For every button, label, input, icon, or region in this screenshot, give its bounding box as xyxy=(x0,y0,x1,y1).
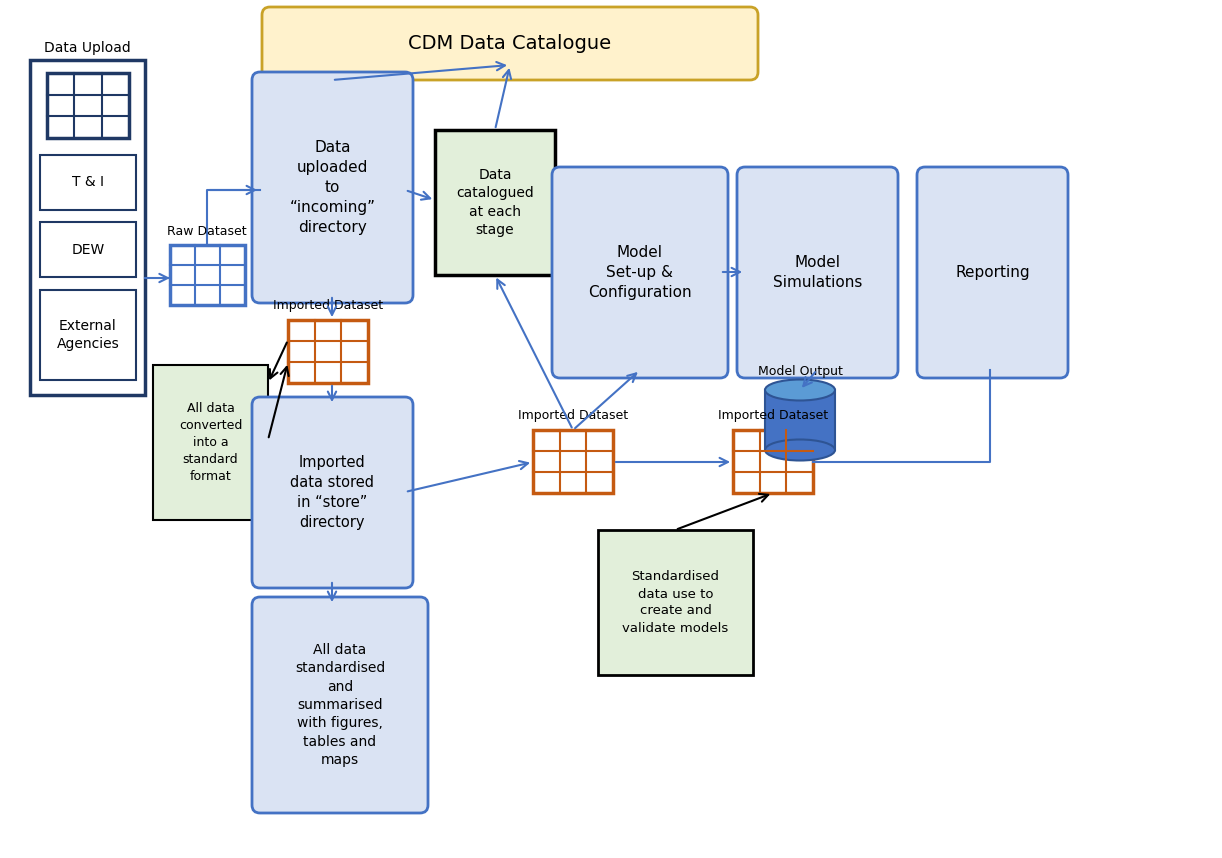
FancyBboxPatch shape xyxy=(46,73,130,138)
FancyBboxPatch shape xyxy=(262,7,758,80)
Text: T & I: T & I xyxy=(72,176,104,190)
Text: Imported Dataset: Imported Dataset xyxy=(273,299,382,312)
Text: Standardised
data use to
create and
validate models: Standardised data use to create and vali… xyxy=(622,571,728,635)
FancyBboxPatch shape xyxy=(252,597,428,813)
FancyBboxPatch shape xyxy=(733,430,813,493)
FancyBboxPatch shape xyxy=(170,245,244,305)
FancyBboxPatch shape xyxy=(40,290,136,380)
Text: Raw Dataset: Raw Dataset xyxy=(167,225,247,238)
FancyBboxPatch shape xyxy=(598,530,753,675)
Ellipse shape xyxy=(765,439,835,461)
Text: Data
catalogued
at each
stage: Data catalogued at each stage xyxy=(456,168,534,237)
Text: Data Upload: Data Upload xyxy=(44,41,131,55)
Text: Model
Simulations: Model Simulations xyxy=(772,255,863,290)
FancyBboxPatch shape xyxy=(252,72,413,303)
FancyBboxPatch shape xyxy=(435,130,555,275)
Ellipse shape xyxy=(765,379,835,401)
FancyBboxPatch shape xyxy=(252,397,413,588)
FancyBboxPatch shape xyxy=(288,320,368,383)
Text: Imported
data stored
in “store”
directory: Imported data stored in “store” director… xyxy=(291,456,374,529)
Text: Imported Dataset: Imported Dataset xyxy=(518,409,628,422)
Text: External
Agencies: External Agencies xyxy=(56,319,120,351)
Text: All data
standardised
and
summarised
with figures,
tables and
maps: All data standardised and summarised wit… xyxy=(295,643,385,767)
Text: Model Output: Model Output xyxy=(758,365,842,378)
Text: All data
converted
into a
standard
format: All data converted into a standard forma… xyxy=(178,402,242,483)
Text: Model
Set-up &
Configuration: Model Set-up & Configuration xyxy=(588,245,692,299)
Text: DEW: DEW xyxy=(71,243,105,257)
FancyBboxPatch shape xyxy=(737,167,898,378)
Text: Reporting: Reporting xyxy=(956,265,1030,280)
FancyBboxPatch shape xyxy=(765,390,835,450)
FancyBboxPatch shape xyxy=(153,365,268,520)
Text: Data
uploaded
to
“incoming”
directory: Data uploaded to “incoming” directory xyxy=(290,141,375,234)
FancyBboxPatch shape xyxy=(916,167,1068,378)
Text: CDM Data Catalogue: CDM Data Catalogue xyxy=(408,34,611,53)
Text: Imported Dataset: Imported Dataset xyxy=(719,409,829,422)
FancyBboxPatch shape xyxy=(533,430,613,493)
FancyBboxPatch shape xyxy=(40,222,136,277)
FancyBboxPatch shape xyxy=(552,167,728,378)
FancyBboxPatch shape xyxy=(40,155,136,210)
FancyBboxPatch shape xyxy=(31,60,145,395)
